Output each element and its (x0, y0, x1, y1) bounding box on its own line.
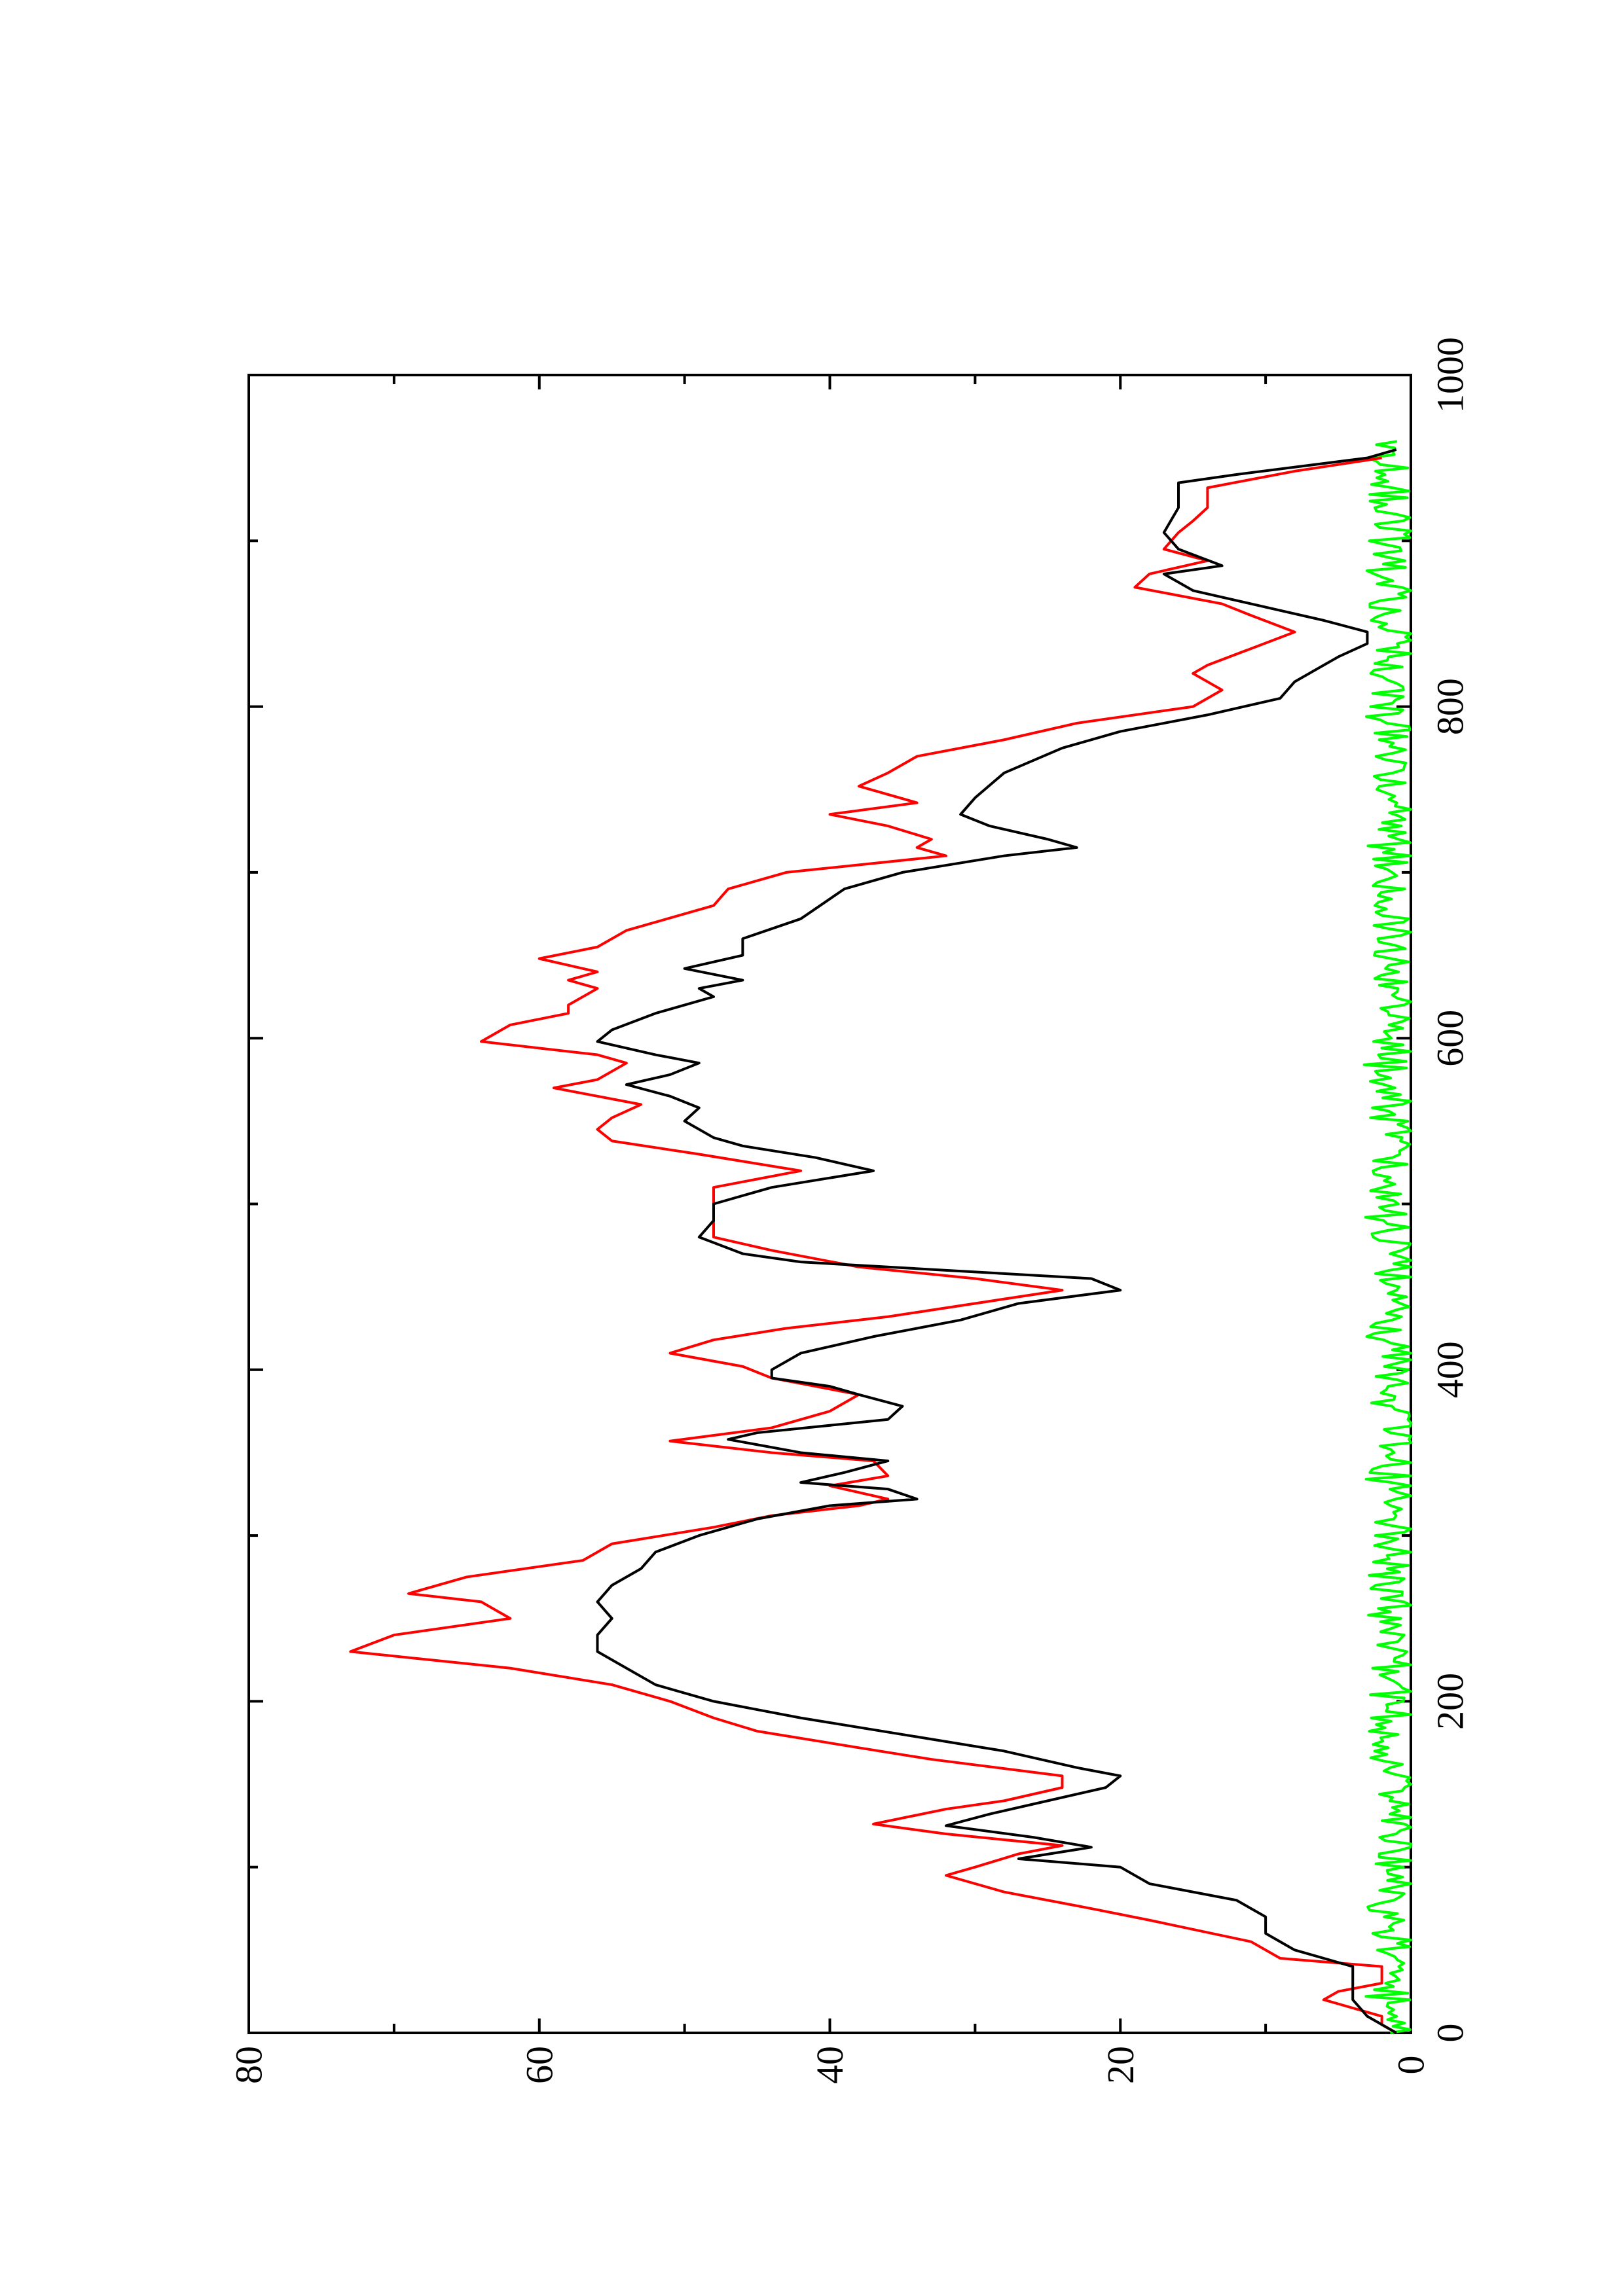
y-tick-label: 20 (1099, 2046, 1142, 2084)
x-tick-label: 400 (1429, 1341, 1472, 1398)
axis-tick-labels: 0 200 400 600 800 1000 0 20 40 60 80 (228, 337, 1472, 2084)
x-tick-label: 1000 (1429, 337, 1472, 413)
y-tick-label: 60 (518, 2046, 560, 2084)
y-tick-label: 0 (1390, 2056, 1432, 2075)
x-tick-label: 0 (1429, 2024, 1472, 2043)
series-red-line (349, 456, 1397, 2034)
x-tick-label: 200 (1429, 1673, 1472, 1730)
x-tick-label: 800 (1429, 678, 1472, 735)
data-series (349, 440, 1412, 2034)
y-tick-label: 40 (809, 2046, 851, 2084)
y-tick-label: 80 (228, 2046, 270, 2084)
plot-frame (247, 374, 1412, 2034)
x-tick-label: 600 (1429, 1010, 1472, 1067)
series-green-line (1362, 440, 1412, 2034)
series-black-line (596, 448, 1397, 2034)
axis-ticks (247, 374, 1412, 2034)
